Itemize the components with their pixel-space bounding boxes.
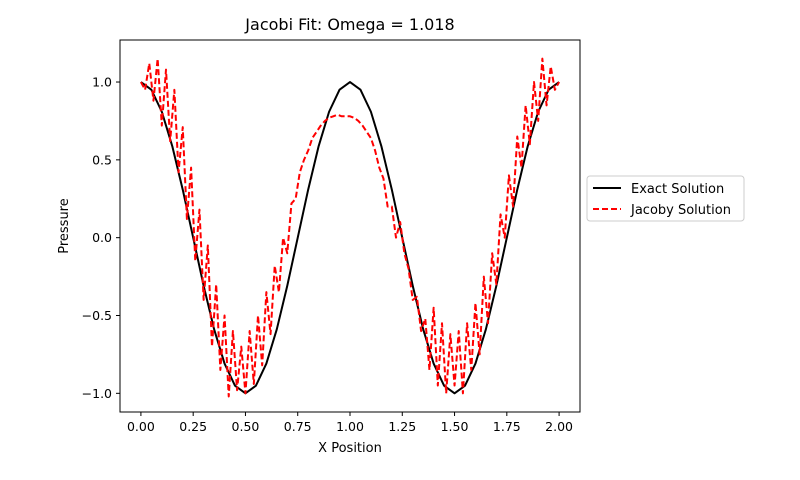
x-tick-label: 0.75 [284,419,312,434]
x-tick-label: 1.50 [441,419,469,434]
x-tick-label: 1.75 [493,419,521,434]
x-tick-label: 0.25 [179,419,207,434]
y-axis: −1.0 −0.5 0.0 0.5 1.0 [82,75,120,401]
legend-label-exact-solution: Exact Solution [631,182,724,197]
legend-label-jacoby-solution: Jacoby Solution [630,203,731,218]
y-tick-label: −0.5 [82,308,112,323]
x-tick-label: 0.50 [232,419,260,434]
x-axis: 0.00 0.25 0.50 0.75 1.00 1.25 1.50 1.75 2.00 [127,412,573,434]
x-axis-label: X Position [318,441,382,456]
series-line-jacoby-solution [140,57,560,398]
legend: Exact Solution Jacoby Solution [586,175,745,222]
y-tick-label: 1.0 [92,75,112,90]
x-tick-label: 2.00 [545,419,573,434]
x-tick-label: 1.00 [336,419,364,434]
y-axis-label: Pressure [57,198,72,254]
series-layer [140,57,560,398]
y-tick-label: −1.0 [82,386,112,401]
y-tick-label: 0.0 [92,230,112,245]
x-tick-label: 0.00 [127,419,155,434]
x-tick-label: 1.25 [388,419,416,434]
legend-box [586,175,745,222]
y-tick-label: 0.5 [92,152,112,167]
chart-title: Jacobi Fit: Omega = 1.018 [244,15,454,34]
